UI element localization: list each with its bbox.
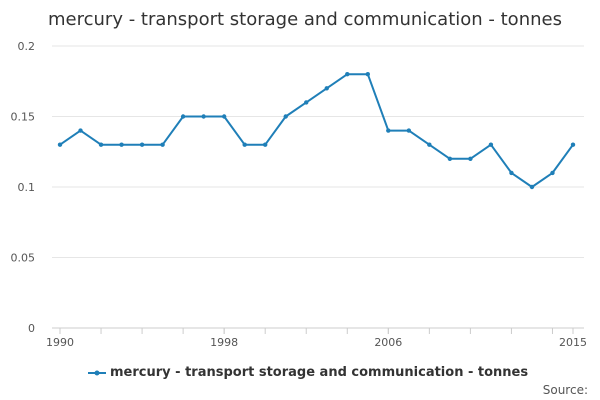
data-point[interactable] [139,142,145,147]
y-tick-label: 0.2 [18,40,36,53]
data-point[interactable] [509,170,514,176]
series-line [59,73,574,188]
data-point[interactable] [447,156,453,161]
legend[interactable]: mercury - transport storage and communic… [88,365,528,380]
data-point[interactable] [324,86,329,91]
y-axis: 0 0.05 0.1 0.15 0.2 [11,40,36,335]
chart-title: mercury - transport storage and communic… [48,9,562,30]
y-tick-label: 0 [28,322,35,335]
source-label[interactable]: Source: [542,383,588,397]
data-point[interactable] [386,128,391,133]
data-point[interactable] [263,142,268,147]
x-tick-label: 2006 [374,336,402,349]
data-point[interactable] [345,72,350,77]
data-point[interactable] [304,100,309,105]
data-point[interactable] [570,142,576,147]
legend-swatch [88,370,106,375]
data-point[interactable] [406,128,412,133]
data-point[interactable] [57,142,63,147]
data-point[interactable] [529,184,535,190]
gridlines [52,45,584,258]
x-tick-label: 1998 [210,336,238,349]
data-point[interactable] [180,114,186,119]
data-point[interactable] [365,72,370,77]
data-point[interactable] [221,114,227,119]
data-point[interactable] [160,142,165,147]
legend-label: mercury - transport storage and communic… [110,365,529,380]
series-layer [57,72,576,190]
y-tick-label: 0.05 [11,252,36,265]
x-tick-label: 2015 [559,336,587,349]
y-tick-label: 0.1 [18,181,36,194]
y-tick-label: 0.15 [11,111,36,124]
data-point[interactable] [119,142,124,147]
data-point[interactable] [468,156,473,161]
x-axis: 1990 1998 2006 2015 [46,327,587,349]
data-point[interactable] [488,142,494,147]
data-point[interactable] [550,170,555,176]
data-point[interactable] [242,142,247,147]
data-point[interactable] [201,114,206,119]
data-point[interactable] [427,142,432,147]
data-point[interactable] [78,128,83,133]
data-point[interactable] [98,142,104,147]
data-point[interactable] [283,114,288,119]
x-tick-label: 1990 [46,336,74,349]
